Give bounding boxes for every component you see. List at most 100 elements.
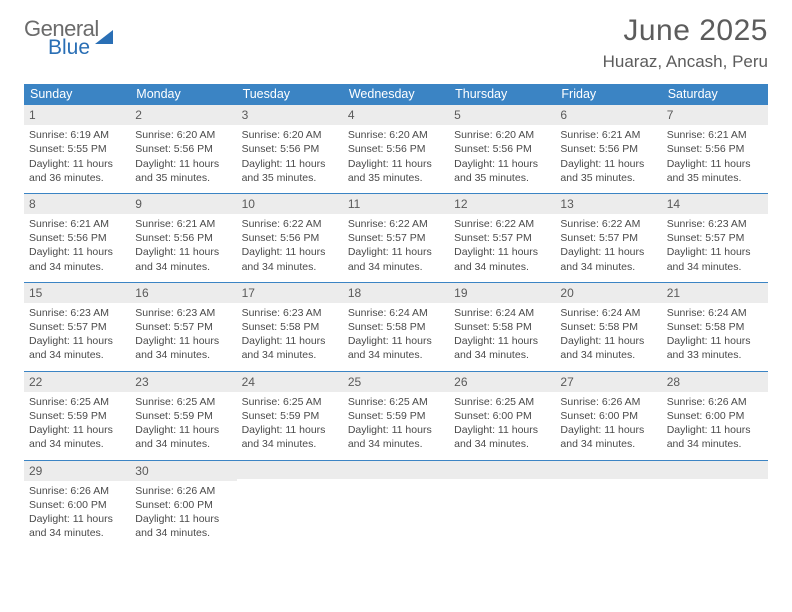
sunset-line: Sunset: 5:58 PM [242,320,338,334]
day-cell: 7Sunrise: 6:21 AMSunset: 5:56 PMDaylight… [662,105,768,193]
daylight-line-2: and 35 minutes. [135,171,231,185]
sunset-line: Sunset: 5:58 PM [454,320,550,334]
sunset-line: Sunset: 5:57 PM [560,231,656,245]
sunrise-line: Sunrise: 6:23 AM [242,306,338,320]
daylight-line-2: and 36 minutes. [29,171,125,185]
daylight-line-1: Daylight: 11 hours [242,157,338,171]
day-number-row: 19 [449,283,555,303]
sunset-line: Sunset: 5:57 PM [348,231,444,245]
daylight-line-1: Daylight: 11 hours [348,157,444,171]
sunset-line: Sunset: 5:56 PM [242,142,338,156]
sunrise-line: Sunrise: 6:24 AM [454,306,550,320]
daylight-line-2: and 34 minutes. [348,437,444,451]
daylight-line-1: Daylight: 11 hours [29,512,125,526]
daylight-line-1: Daylight: 11 hours [454,423,550,437]
day-number: 8 [29,197,36,211]
sunset-line: Sunset: 5:57 PM [135,320,231,334]
daylight-line-1: Daylight: 11 hours [454,334,550,348]
weekday-header: Thursday [449,84,555,105]
day-number-row-empty [555,461,661,479]
day-cell: 19 Sunrise: 6:24 AMSunset: 5:58 PMDayligh… [449,283,555,371]
week-row: 8Sunrise: 6:21 AMSunset: 5:56 PMDaylight… [24,194,768,283]
daylight-line-1: Daylight: 11 hours [135,157,231,171]
daylight-line-2: and 34 minutes. [242,437,338,451]
sunrise-line: Sunrise: 6:26 AM [560,395,656,409]
day-cell: 23Sunrise: 6:25 AMSunset: 5:59 PMDayligh… [130,372,236,460]
day-number: 30 [135,464,148,478]
day-number-row: 28 [662,372,768,392]
sunset-line: Sunset: 5:58 PM [348,320,444,334]
day-cell [662,461,768,549]
daylight-line-1: Daylight: 11 hours [348,334,444,348]
weekday-header: Saturday [662,84,768,105]
daylight-line-1: Daylight: 11 hours [29,245,125,259]
daylight-line-2: and 34 minutes. [454,260,550,274]
sunrise-line: Sunrise: 6:24 AM [667,306,763,320]
location-subtitle: Huaraz, Ancash, Peru [603,52,768,72]
day-number-row: 4 [343,105,449,125]
daylight-line-1: Daylight: 11 hours [667,423,763,437]
sunrise-line: Sunrise: 6:25 AM [135,395,231,409]
day-cell: 27Sunrise: 6:26 AMSunset: 6:00 PMDayligh… [555,372,661,460]
sunrise-line: Sunrise: 6:22 AM [454,217,550,231]
daylight-line-2: and 33 minutes. [667,348,763,362]
sunrise-line: Sunrise: 6:21 AM [667,128,763,142]
daylight-line-1: Daylight: 11 hours [29,423,125,437]
day-number: 21 [667,286,680,300]
daylight-line-2: and 34 minutes. [135,526,231,540]
daylight-line-2: and 34 minutes. [135,348,231,362]
day-number: 7 [667,108,674,122]
sunrise-line: Sunrise: 6:21 AM [135,217,231,231]
daylight-line-2: and 34 minutes. [667,437,763,451]
sunset-line: Sunset: 6:00 PM [667,409,763,423]
week-row: 22Sunrise: 6:25 AMSunset: 5:59 PMDayligh… [24,372,768,461]
sunrise-line: Sunrise: 6:25 AM [242,395,338,409]
daylight-line-1: Daylight: 11 hours [242,423,338,437]
daylight-line-1: Daylight: 11 hours [242,245,338,259]
day-cell: 11Sunrise: 6:22 AMSunset: 5:57 PMDayligh… [343,194,449,282]
day-number: 9 [135,197,142,211]
sunset-line: Sunset: 5:59 PM [135,409,231,423]
sunrise-line: Sunrise: 6:24 AM [348,306,444,320]
day-cell [449,461,555,549]
daylight-line-2: and 34 minutes. [348,260,444,274]
daylight-line-1: Daylight: 11 hours [560,334,656,348]
day-number-row: 1 [24,105,130,125]
daylight-line-1: Daylight: 11 hours [667,245,763,259]
sunrise-line: Sunrise: 6:26 AM [135,484,231,498]
day-number: 10 [242,197,255,211]
day-number: 20 [560,286,573,300]
sunset-line: Sunset: 5:56 PM [560,142,656,156]
header: General Blue June 2025 Huaraz, Ancash, P… [0,0,792,76]
day-cell: 8Sunrise: 6:21 AMSunset: 5:56 PMDaylight… [24,194,130,282]
logo-text: General Blue [24,20,99,57]
daylight-line-1: Daylight: 11 hours [560,245,656,259]
title-area: June 2025 Huaraz, Ancash, Peru [603,14,768,72]
sunset-line: Sunset: 5:56 PM [454,142,550,156]
daylight-line-1: Daylight: 11 hours [667,157,763,171]
day-number: 11 [348,197,360,211]
day-number-row: 9 [130,194,236,214]
sunset-line: Sunset: 6:00 PM [560,409,656,423]
day-number-row-empty [343,461,449,479]
day-cell: 1Sunrise: 6:19 AMSunset: 5:55 PMDaylight… [24,105,130,193]
day-number-row-empty [449,461,555,479]
daylight-line-2: and 34 minutes. [135,260,231,274]
day-number-row: 6 [555,105,661,125]
daylight-line-2: and 34 minutes. [560,260,656,274]
day-cell: 30Sunrise: 6:26 AMSunset: 6:00 PMDayligh… [130,461,236,549]
day-number: 25 [348,375,361,389]
sunrise-line: Sunrise: 6:23 AM [667,217,763,231]
day-number: 12 [454,197,467,211]
day-number: 14 [667,197,680,211]
daylight-line-1: Daylight: 11 hours [29,334,125,348]
day-cell: 10Sunrise: 6:22 AMSunset: 5:56 PMDayligh… [237,194,343,282]
sunrise-line: Sunrise: 6:20 AM [242,128,338,142]
logo-part2: Blue [48,39,99,57]
sunrise-line: Sunrise: 6:21 AM [29,217,125,231]
day-number-row-empty [237,461,343,479]
sunrise-line: Sunrise: 6:25 AM [29,395,125,409]
sunset-line: Sunset: 5:59 PM [242,409,338,423]
day-number-row: 15 [24,283,130,303]
day-cell: 9Sunrise: 6:21 AMSunset: 5:56 PMDaylight… [130,194,236,282]
